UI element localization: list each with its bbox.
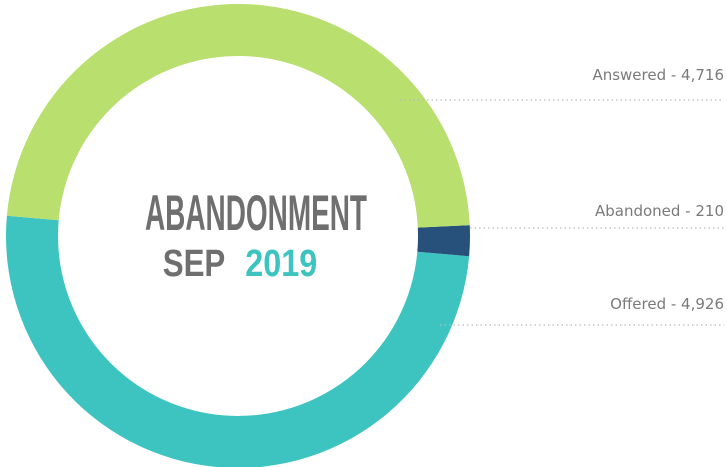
donut-segment — [6, 3, 470, 228]
legend-label: Abandoned - 210 — [595, 202, 724, 220]
donut-segment — [417, 225, 470, 257]
donut-segment — [6, 215, 470, 467]
subtitle-year: 2019 — [245, 243, 317, 285]
legend-label: Offered - 4,926 — [610, 295, 724, 313]
legend-label: Answered - 4,716 — [592, 66, 724, 84]
chart-subtitle: SEP 2019 — [163, 243, 318, 285]
subtitle-month: SEP — [163, 243, 225, 285]
chart-title: ABANDONMENT — [145, 185, 367, 241]
